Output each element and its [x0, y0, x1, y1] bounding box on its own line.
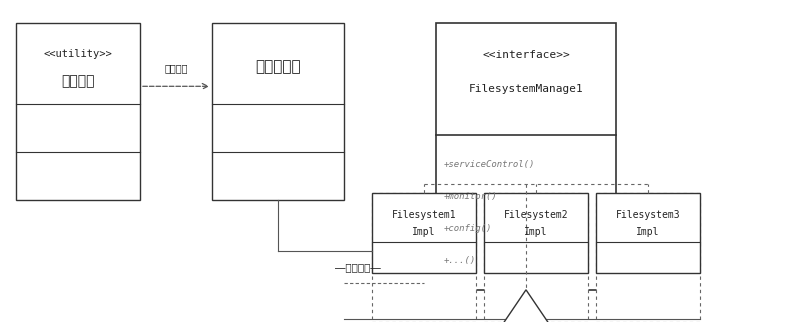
Text: <<utility>>: <<utility>>: [44, 49, 112, 60]
Text: +...(): +...(): [444, 256, 476, 265]
Text: Impl: Impl: [636, 227, 660, 237]
Bar: [484, 193, 588, 322]
Bar: [596, 193, 700, 322]
Text: Impl: Impl: [524, 227, 548, 237]
Text: +config(): +config(): [444, 224, 492, 233]
Text: Filesystem3: Filesystem3: [616, 210, 680, 220]
Bar: [212, 23, 344, 200]
Text: 管理界面: 管理界面: [62, 74, 94, 88]
Bar: [596, 193, 700, 273]
Bar: [372, 193, 476, 322]
Text: 管理中间件: 管理中间件: [255, 59, 301, 74]
Text: Filesystem1: Filesystem1: [392, 210, 456, 220]
Text: <<interface>>: <<interface>>: [482, 50, 570, 60]
Bar: [372, 193, 476, 273]
Text: FilesystemManage1: FilesystemManage1: [469, 84, 583, 94]
Text: Impl: Impl: [412, 227, 436, 237]
Text: +serviceControl(): +serviceControl(): [444, 160, 535, 169]
Bar: [436, 23, 616, 290]
Polygon shape: [502, 290, 550, 322]
Bar: [484, 193, 588, 273]
Bar: [16, 23, 140, 200]
Text: Filesystem2: Filesystem2: [504, 210, 568, 220]
Text: +monitor(): +monitor(): [444, 192, 498, 201]
Text: ―注册服务―: ―注册服务―: [335, 262, 381, 272]
Text: 装载服务: 装载服务: [164, 63, 188, 74]
